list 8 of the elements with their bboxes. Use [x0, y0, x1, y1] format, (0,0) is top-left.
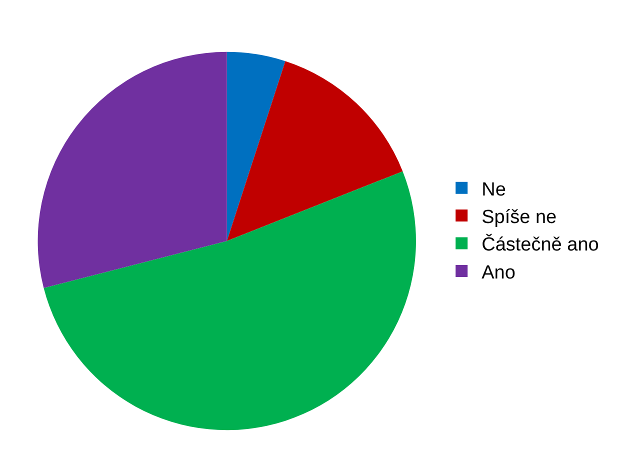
pie-slice [44, 171, 416, 430]
legend-label: Ano [482, 262, 516, 284]
legend-label: Ne [482, 179, 506, 200]
pie-slice [38, 52, 227, 288]
pie-slice [226, 61, 403, 241]
pie-slice [226, 52, 286, 241]
legend-label: Spíše ne [482, 206, 557, 228]
legend-label: Částečně ano [482, 234, 599, 256]
